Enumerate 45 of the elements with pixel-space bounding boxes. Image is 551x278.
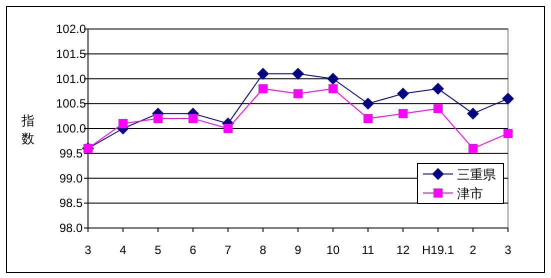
point xyxy=(434,104,442,114)
x-tick-label: 11 xyxy=(362,243,375,257)
x-tick-label: H19.1 xyxy=(422,243,454,257)
x-tick-label: 10 xyxy=(326,243,340,257)
point xyxy=(294,89,302,98)
point xyxy=(398,109,408,118)
point xyxy=(257,68,269,80)
point xyxy=(502,92,514,105)
x-tick-label: 3 xyxy=(84,243,92,257)
x-tick-label: 3 xyxy=(504,243,512,257)
point xyxy=(258,84,268,94)
y-tick-label: 101.5 xyxy=(56,46,86,61)
point xyxy=(292,68,304,80)
x-tick-label: 4 xyxy=(120,243,127,257)
y-axis-title: 指数 xyxy=(20,113,34,146)
point xyxy=(154,114,162,124)
point xyxy=(397,88,409,100)
x-tick-label: 9 xyxy=(294,243,302,257)
y-tick-label: 98.0 xyxy=(59,221,83,235)
point xyxy=(224,124,232,133)
point xyxy=(364,114,372,124)
point xyxy=(118,119,128,128)
x-tick-label: 5 xyxy=(154,243,162,257)
point xyxy=(327,72,339,85)
legend-label: 三重県 xyxy=(457,167,496,182)
x-tick-label: 7 xyxy=(224,243,232,257)
point xyxy=(504,128,512,138)
point xyxy=(362,98,374,110)
y-tick-label: 100.5 xyxy=(56,96,86,111)
point xyxy=(467,108,479,120)
point xyxy=(432,82,444,95)
point xyxy=(328,84,338,94)
point xyxy=(188,114,198,124)
legend-label: 津市 xyxy=(457,186,483,201)
y-tick-label: 99.5 xyxy=(59,146,83,160)
y-tick-label: 99.0 xyxy=(59,171,83,186)
x-tick-label: 6 xyxy=(190,243,197,257)
y-tick-label: 98.5 xyxy=(59,196,83,210)
y-tick-label: 102.0 xyxy=(56,22,86,36)
point xyxy=(468,144,478,153)
y-tick-label: 100.0 xyxy=(56,122,86,136)
x-tick-label: 2 xyxy=(470,243,477,257)
x-tick-label: 8 xyxy=(260,243,267,257)
y-tick-label: 101.0 xyxy=(56,72,86,86)
x-tick-label: 12 xyxy=(396,243,410,257)
